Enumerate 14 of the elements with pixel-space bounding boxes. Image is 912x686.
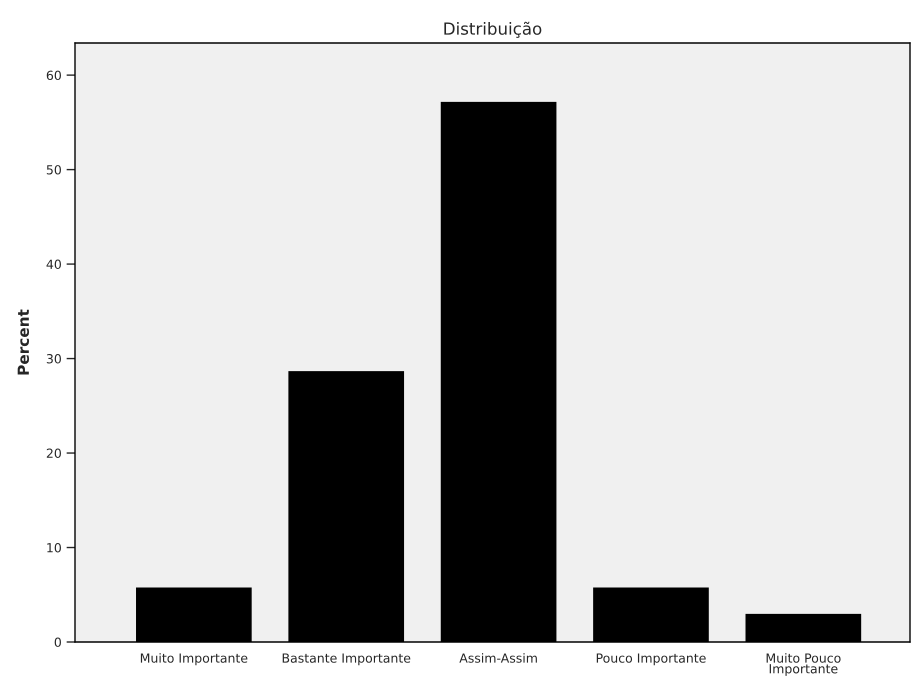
y-axis-title: Percent bbox=[18, 310, 30, 374]
x-tick-label: Muito Pouco Importante bbox=[766, 653, 841, 676]
x-tick-label: Assim-Assim bbox=[459, 653, 537, 663]
x-tick-label: Muito Importante bbox=[140, 653, 248, 666]
chart-title: Distribuição bbox=[444, 22, 542, 38]
y-tick-label: 20 bbox=[46, 448, 61, 458]
y-tick-label: 10 bbox=[47, 542, 61, 552]
y-tick-label: 50 bbox=[46, 165, 61, 175]
x-tick-label: Bastante Importante bbox=[282, 653, 410, 666]
y-tick-label: 60 bbox=[46, 70, 61, 80]
y-tick-label: 0 bbox=[54, 637, 61, 647]
x-tick-label: Pouco Importante bbox=[596, 653, 706, 666]
y-tick-label: 30 bbox=[46, 354, 61, 364]
y-tick-label: 40 bbox=[46, 260, 61, 270]
